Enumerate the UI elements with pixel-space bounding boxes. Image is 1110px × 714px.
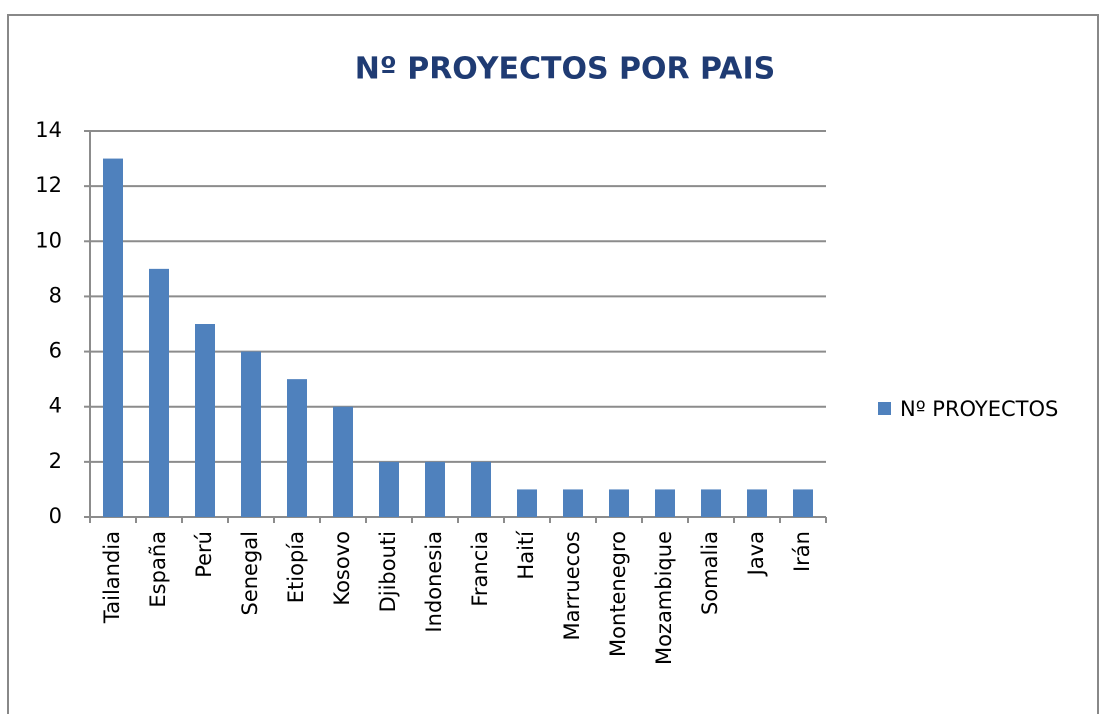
- bar: [609, 489, 629, 517]
- x-tick-label: Djibouti: [376, 531, 400, 612]
- x-tick-label: Haití: [514, 530, 538, 580]
- bar: [517, 489, 537, 517]
- x-tick-label: Perú: [192, 531, 216, 578]
- bar: [747, 489, 767, 517]
- bar: [103, 158, 123, 518]
- x-tick-label: España: [146, 531, 170, 608]
- y-tick-label: 14: [35, 118, 62, 142]
- x-tick-label: Francia: [468, 531, 492, 607]
- bar: [701, 489, 721, 517]
- bar: [287, 379, 307, 517]
- bar: [655, 489, 675, 517]
- chart-title: Nº PROYECTOS POR PAIS: [355, 52, 776, 87]
- bar: [471, 461, 491, 517]
- x-tick-label: Tailandia: [100, 531, 124, 624]
- x-tick-label: Montenegro: [606, 531, 630, 657]
- x-tick-label: Somalia: [698, 531, 722, 615]
- x-tick-label: Kosovo: [330, 531, 354, 606]
- bar: [333, 406, 353, 517]
- x-tick-label: Java: [744, 531, 768, 577]
- bar: [425, 461, 445, 517]
- y-tick-label: 12: [35, 173, 62, 197]
- y-tick-label: 10: [35, 228, 62, 252]
- legend-swatch: [878, 402, 891, 415]
- y-tick-label: 6: [49, 339, 62, 363]
- bar: [241, 351, 261, 517]
- y-tick-label: 4: [49, 394, 62, 418]
- y-tick-label: 2: [49, 449, 62, 473]
- x-tick-label: Indonesia: [422, 531, 446, 633]
- bar: [563, 489, 583, 517]
- bar: [379, 461, 399, 517]
- legend-label: Nº PROYECTOS: [900, 397, 1058, 421]
- bar: [195, 324, 215, 517]
- y-tick-label: 8: [49, 283, 62, 307]
- x-tick-label: Marruecos: [560, 531, 584, 640]
- x-tick-label: Irán: [790, 531, 814, 572]
- x-tick-label: Senegal: [238, 531, 262, 616]
- x-tick-label: Mozambique: [652, 531, 676, 665]
- bar: [793, 489, 813, 517]
- bar: [149, 268, 169, 517]
- x-tick-label: Etiopía: [284, 531, 308, 603]
- chart-frame: [7, 14, 1099, 714]
- y-tick-label: 0: [49, 504, 62, 528]
